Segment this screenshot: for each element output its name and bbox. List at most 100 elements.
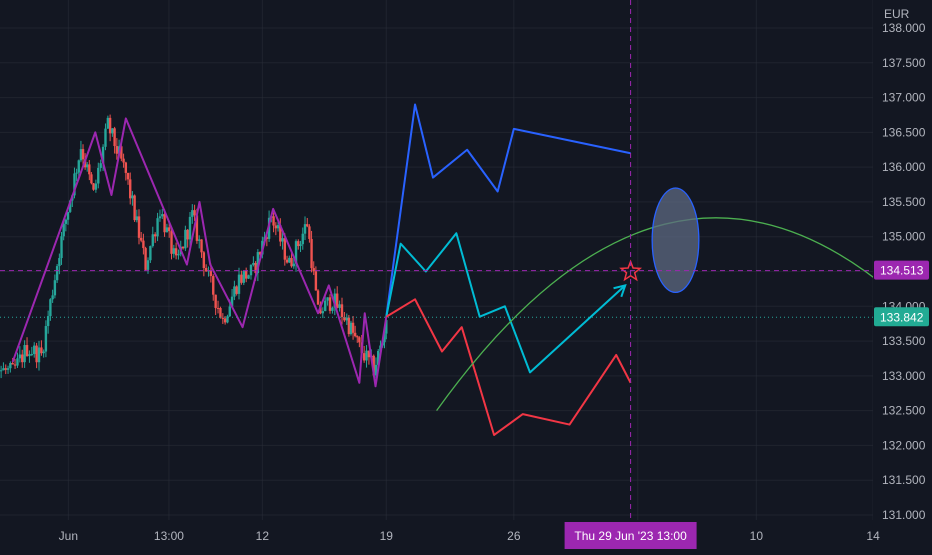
candle-body [286,260,288,263]
candle-body [358,337,360,342]
candle-body [104,129,106,147]
price-axis[interactable]: EUR131.000131.500132.000132.500133.00013… [873,0,932,522]
candle-body [136,216,138,220]
price-tick-label: 131.500 [882,473,926,487]
candle-body [336,294,338,308]
candle-body [23,345,25,362]
candle-body [281,238,283,241]
candle-body [200,239,202,252]
candle-body [290,258,292,266]
candle-body [346,318,348,321]
candle-body [212,276,214,295]
candle-body [75,173,77,174]
candle-body [122,159,124,163]
candle-body [140,238,142,241]
price-tick-label: 132.500 [882,404,926,418]
candle-body [252,263,254,265]
price-tick-label: 135.000 [882,230,926,244]
candle-body [7,368,9,370]
candle-body [56,266,58,280]
candle-body [356,336,358,337]
candle-body [348,318,350,334]
candle-body [365,351,367,361]
candle-body [182,247,184,249]
time-tick-label: Jun [59,529,78,543]
price-tick-label: 136.500 [882,125,926,139]
candle-body [177,254,179,255]
candle-body [80,149,82,160]
candle-body [338,304,340,308]
candle-body [88,164,90,174]
candle-body [203,252,205,268]
candle-body [341,304,343,317]
candle-body [31,354,33,355]
candle-body [308,226,310,239]
candle-body [163,214,165,232]
candle-body [113,128,115,146]
candle-body [138,216,140,237]
candle-body [350,323,352,334]
candle-body [33,346,35,354]
candle-body [49,299,51,316]
candle-body [304,224,306,234]
candle-body [82,149,84,159]
candle-body [247,275,249,278]
candle-body [326,297,328,300]
candle-body [306,224,308,226]
candle-body [189,217,191,240]
candle-body [186,230,188,240]
candle-body [152,234,154,246]
candle-body [147,260,149,270]
candle-body [97,168,99,184]
candle-body [40,347,42,353]
candle-body [214,295,216,308]
candle-body [238,275,240,294]
time-tick-label: 10 [750,529,764,543]
candle-body [175,248,177,255]
time-axis[interactable]: 26Jun13:0012192631014Thu 29 Jun '23 13:0… [0,520,932,550]
candle-body [107,118,109,129]
candle-body [156,218,158,236]
price-tick-label: 133.000 [882,369,926,383]
candle-body [354,333,356,336]
candle-body [58,258,60,266]
candle-body [317,290,319,304]
candle-body [42,352,44,354]
candle-body [9,363,11,368]
candle-body [5,368,7,370]
candle-body [198,239,200,240]
candle-body [116,146,118,154]
candle-body [149,246,151,260]
candle-body [125,162,127,172]
candle-body [288,258,290,263]
candle-body [109,118,111,133]
candle-body [26,345,28,356]
candle-body [222,318,224,319]
candle-body [131,195,133,198]
candle-body [35,346,37,363]
candle-body [352,323,354,333]
candle-body [224,318,226,322]
candle-body [243,271,245,283]
time-tick-label: 14 [866,529,880,543]
candle-body [2,368,4,370]
candle-body [313,268,315,271]
price-tick-label: 135.500 [882,195,926,209]
time-axis-background [0,520,932,550]
candle-body [86,164,88,167]
candle-body [184,230,186,248]
candle-body [62,224,64,236]
price-tick-label: 138.000 [882,21,926,35]
candle-body [293,264,295,267]
candle-body [154,234,156,236]
candle-body [90,174,92,183]
candle-body [168,227,170,231]
candle-body [331,308,333,311]
candle-body [21,355,23,363]
candle-body [78,160,80,172]
price-tick-label: 131.000 [882,508,926,522]
candle-body [95,183,97,189]
